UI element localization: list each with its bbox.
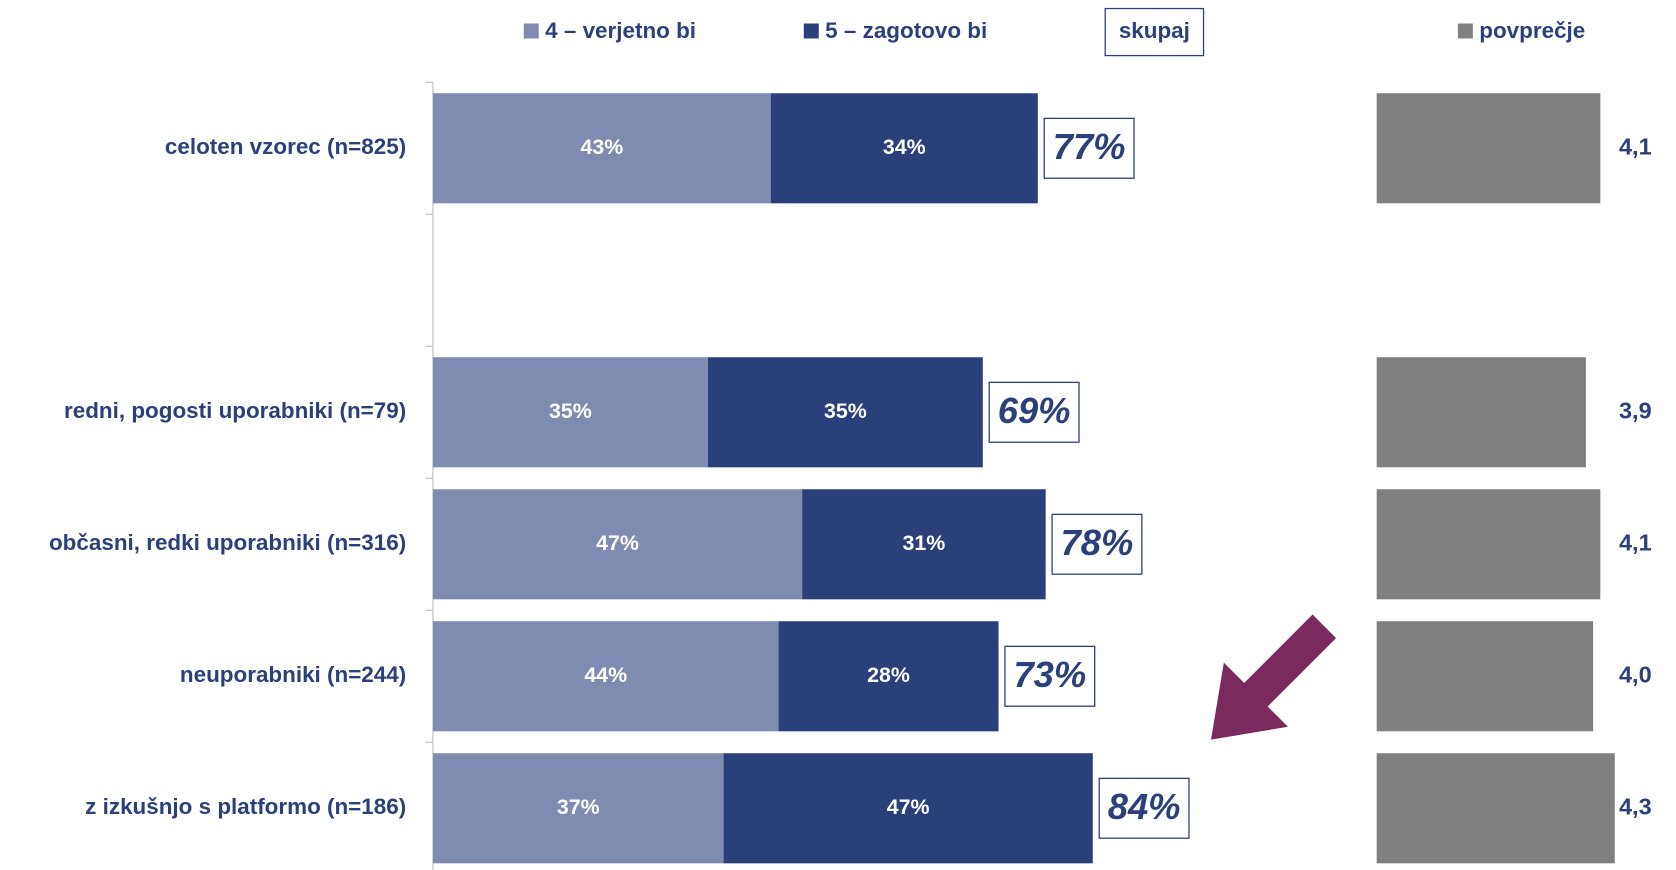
bar-value-label: 34% bbox=[883, 135, 926, 159]
category-label: z izkušnjo s platformo (n=186) bbox=[85, 794, 406, 819]
average-bar bbox=[1376, 753, 1615, 864]
category-label: občasni, redki uporabniki (n=316) bbox=[49, 530, 406, 555]
legend-box bbox=[1104, 7, 1205, 57]
total-label: 69% bbox=[998, 390, 1071, 431]
total-label: 84% bbox=[1108, 786, 1181, 827]
legend-label: povprečje bbox=[1479, 18, 1585, 43]
bar-value-label: 47% bbox=[887, 795, 930, 819]
bar-value-label: 35% bbox=[824, 399, 867, 423]
category-label: neuporabniki (n=244) bbox=[180, 662, 406, 687]
average-bar bbox=[1376, 357, 1586, 468]
average-bar bbox=[1376, 93, 1601, 204]
legend-swatch bbox=[523, 23, 539, 39]
total-box bbox=[1051, 513, 1143, 575]
total-label: 77% bbox=[1053, 126, 1126, 167]
average-label: 4,1 bbox=[1619, 529, 1652, 555]
total-box bbox=[1004, 645, 1096, 707]
legend-swatch bbox=[1457, 23, 1473, 39]
bar-segment bbox=[802, 489, 1046, 600]
legend-label: 4 – verjetno bi bbox=[545, 18, 696, 43]
category-label: redni, pogosti uporabniki (n=79) bbox=[64, 398, 406, 423]
bar-value-label: 28% bbox=[867, 663, 910, 687]
average-bar bbox=[1376, 489, 1601, 600]
bar-value-label: 44% bbox=[584, 663, 627, 687]
average-label: 4,0 bbox=[1619, 661, 1652, 687]
bar-value-label: 31% bbox=[903, 531, 946, 555]
bar-segment bbox=[432, 753, 724, 864]
bar-value-label: 35% bbox=[549, 399, 592, 423]
total-box bbox=[1098, 777, 1190, 839]
bar-segment bbox=[778, 621, 999, 732]
average-label: 3,9 bbox=[1619, 397, 1652, 423]
bar-segment bbox=[432, 489, 803, 600]
total-label: 73% bbox=[1013, 654, 1086, 695]
bar-segment bbox=[432, 357, 708, 468]
bar-segment bbox=[707, 357, 983, 468]
legend-label: 5 – zagotovo bi bbox=[825, 18, 987, 43]
bar-segment bbox=[723, 753, 1093, 864]
average-bar bbox=[1376, 621, 1594, 732]
total-box bbox=[988, 381, 1080, 443]
bar-segment bbox=[432, 93, 771, 204]
average-label: 4,1 bbox=[1619, 133, 1652, 159]
bar-value-label: 43% bbox=[580, 135, 623, 159]
legend-swatch bbox=[803, 23, 819, 39]
bar-value-label: 47% bbox=[596, 531, 639, 555]
bar-segment bbox=[770, 93, 1038, 204]
bar-value-label: 37% bbox=[557, 795, 600, 819]
bar-segment bbox=[432, 621, 779, 732]
legend-label: skupaj bbox=[1119, 18, 1190, 43]
average-label: 4,3 bbox=[1619, 793, 1652, 819]
total-box bbox=[1043, 117, 1135, 179]
total-label: 78% bbox=[1061, 522, 1134, 563]
category-label: celoten vzorec (n=825) bbox=[165, 134, 406, 159]
arrow bbox=[1211, 614, 1337, 740]
